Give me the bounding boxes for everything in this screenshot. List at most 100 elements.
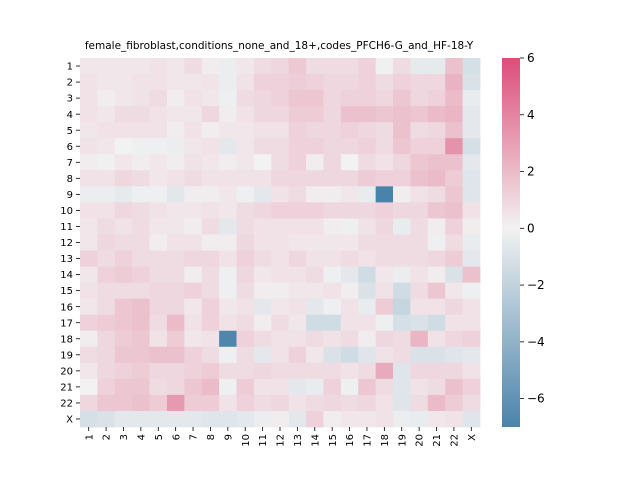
heatmap-cell <box>201 202 220 219</box>
heatmap-cell <box>80 202 98 219</box>
column-tick-label: 14 <box>310 434 321 447</box>
heatmap-cell <box>166 74 185 91</box>
heatmap-cell <box>132 106 150 123</box>
heatmap-cell <box>410 74 429 91</box>
heatmap-cell <box>306 394 324 412</box>
heatmap-cell <box>253 106 272 123</box>
heatmap-cell <box>97 106 116 123</box>
heatmap-cell <box>427 234 446 251</box>
heatmap-cell <box>114 186 133 203</box>
heatmap-cell <box>80 314 98 332</box>
heatmap-cell <box>236 378 255 396</box>
heatmap-cell <box>410 266 429 284</box>
heatmap-cell <box>323 186 342 203</box>
heatmap-cell <box>271 362 290 380</box>
heatmap-cell <box>184 250 203 267</box>
heatmap-cell <box>427 394 446 412</box>
heatmap-cell <box>201 218 220 235</box>
heatmap-cell <box>427 218 446 235</box>
heatmap-cell <box>219 330 237 348</box>
heatmap-cell <box>219 122 237 139</box>
heatmap-cell <box>253 154 272 171</box>
heatmap-cell <box>445 138 464 155</box>
heatmap-cell <box>114 154 133 171</box>
heatmap-cell <box>219 234 237 251</box>
heatmap-cell <box>323 138 342 155</box>
column-tick-label: 4 <box>136 434 147 440</box>
heatmap-cell <box>253 250 272 267</box>
heatmap-cell <box>97 122 116 139</box>
heatmap-cell <box>462 154 481 171</box>
heatmap-cell <box>219 202 237 219</box>
heatmap-cell <box>271 234 290 251</box>
heatmap-cell <box>375 234 394 251</box>
heatmap-cell <box>358 346 377 364</box>
heatmap-cell <box>340 314 359 332</box>
heatmap-cell <box>306 138 324 155</box>
heatmap-cell <box>462 362 481 380</box>
row-tick-label: 21 <box>60 382 73 393</box>
heatmap-cell <box>410 58 429 75</box>
heatmap-cell <box>114 90 133 107</box>
heatmap-cell <box>358 170 377 187</box>
heatmap-cell <box>462 218 481 235</box>
heatmap-cell <box>340 170 359 187</box>
heatmap-cell <box>97 250 116 267</box>
column-tick-label: 16 <box>345 434 356 447</box>
heatmap-cell <box>271 154 290 171</box>
heatmap-cell <box>427 362 446 380</box>
column-tick-labels: 1 2 3 4 5 6 7 8 9 10 11 12 13 14 15 16 17 18 19 20 21 22 X <box>84 427 478 447</box>
heatmap-cell <box>288 58 307 75</box>
heatmap-cell <box>184 234 203 251</box>
heatmap-cell <box>236 74 255 91</box>
heatmap-cell <box>97 218 116 235</box>
heatmap-cell <box>375 138 394 155</box>
heatmap-cell <box>288 378 307 396</box>
heatmap-cell <box>166 394 185 412</box>
heatmap-cell <box>132 266 150 284</box>
heatmap-cell <box>149 90 168 107</box>
heatmap-cell <box>445 90 464 107</box>
heatmap-cell <box>323 90 342 107</box>
heatmap-cell <box>132 122 150 139</box>
heatmap-cell <box>132 170 150 187</box>
heatmap-cell <box>393 234 411 251</box>
row-tick-label: 19 <box>60 350 73 361</box>
heatmap-cell <box>166 362 185 380</box>
heatmap-cell <box>219 74 237 91</box>
heatmap-cell <box>97 186 116 203</box>
heatmap-cell <box>166 330 185 348</box>
heatmap-cell <box>271 410 290 428</box>
row-tick-label: 14 <box>60 270 73 281</box>
colorbar-tick-label: −2 <box>527 278 545 292</box>
heatmap-cell <box>340 378 359 396</box>
heatmap-cell <box>219 250 237 267</box>
heatmap-cell <box>462 394 481 412</box>
row-tick-label: 1 <box>67 62 73 73</box>
heatmap-cell <box>445 170 464 187</box>
heatmap-cell <box>462 138 481 155</box>
heatmap-cell <box>201 410 220 428</box>
heatmap-cell <box>201 378 220 396</box>
heatmap-cell <box>427 58 446 75</box>
heatmap-cell <box>358 330 377 348</box>
heatmap-cell <box>427 138 446 155</box>
heatmap-cell <box>132 202 150 219</box>
heatmap-cell <box>219 58 237 75</box>
heatmap-cell <box>340 362 359 380</box>
heatmap-cell <box>358 362 377 380</box>
heatmap-cell <box>410 122 429 139</box>
heatmap-cell <box>149 234 168 251</box>
heatmap-cell <box>306 202 324 219</box>
heatmap-cell <box>410 170 429 187</box>
heatmap-cell <box>288 234 307 251</box>
heatmap-cell <box>114 250 133 267</box>
heatmap-cell <box>462 266 481 284</box>
heatmap-cell <box>462 378 481 396</box>
heatmap-cell <box>201 250 220 267</box>
heatmap-cell <box>236 58 255 75</box>
heatmap-cell <box>236 298 255 316</box>
heatmap-cell <box>149 74 168 91</box>
heatmap-cell <box>184 106 203 123</box>
